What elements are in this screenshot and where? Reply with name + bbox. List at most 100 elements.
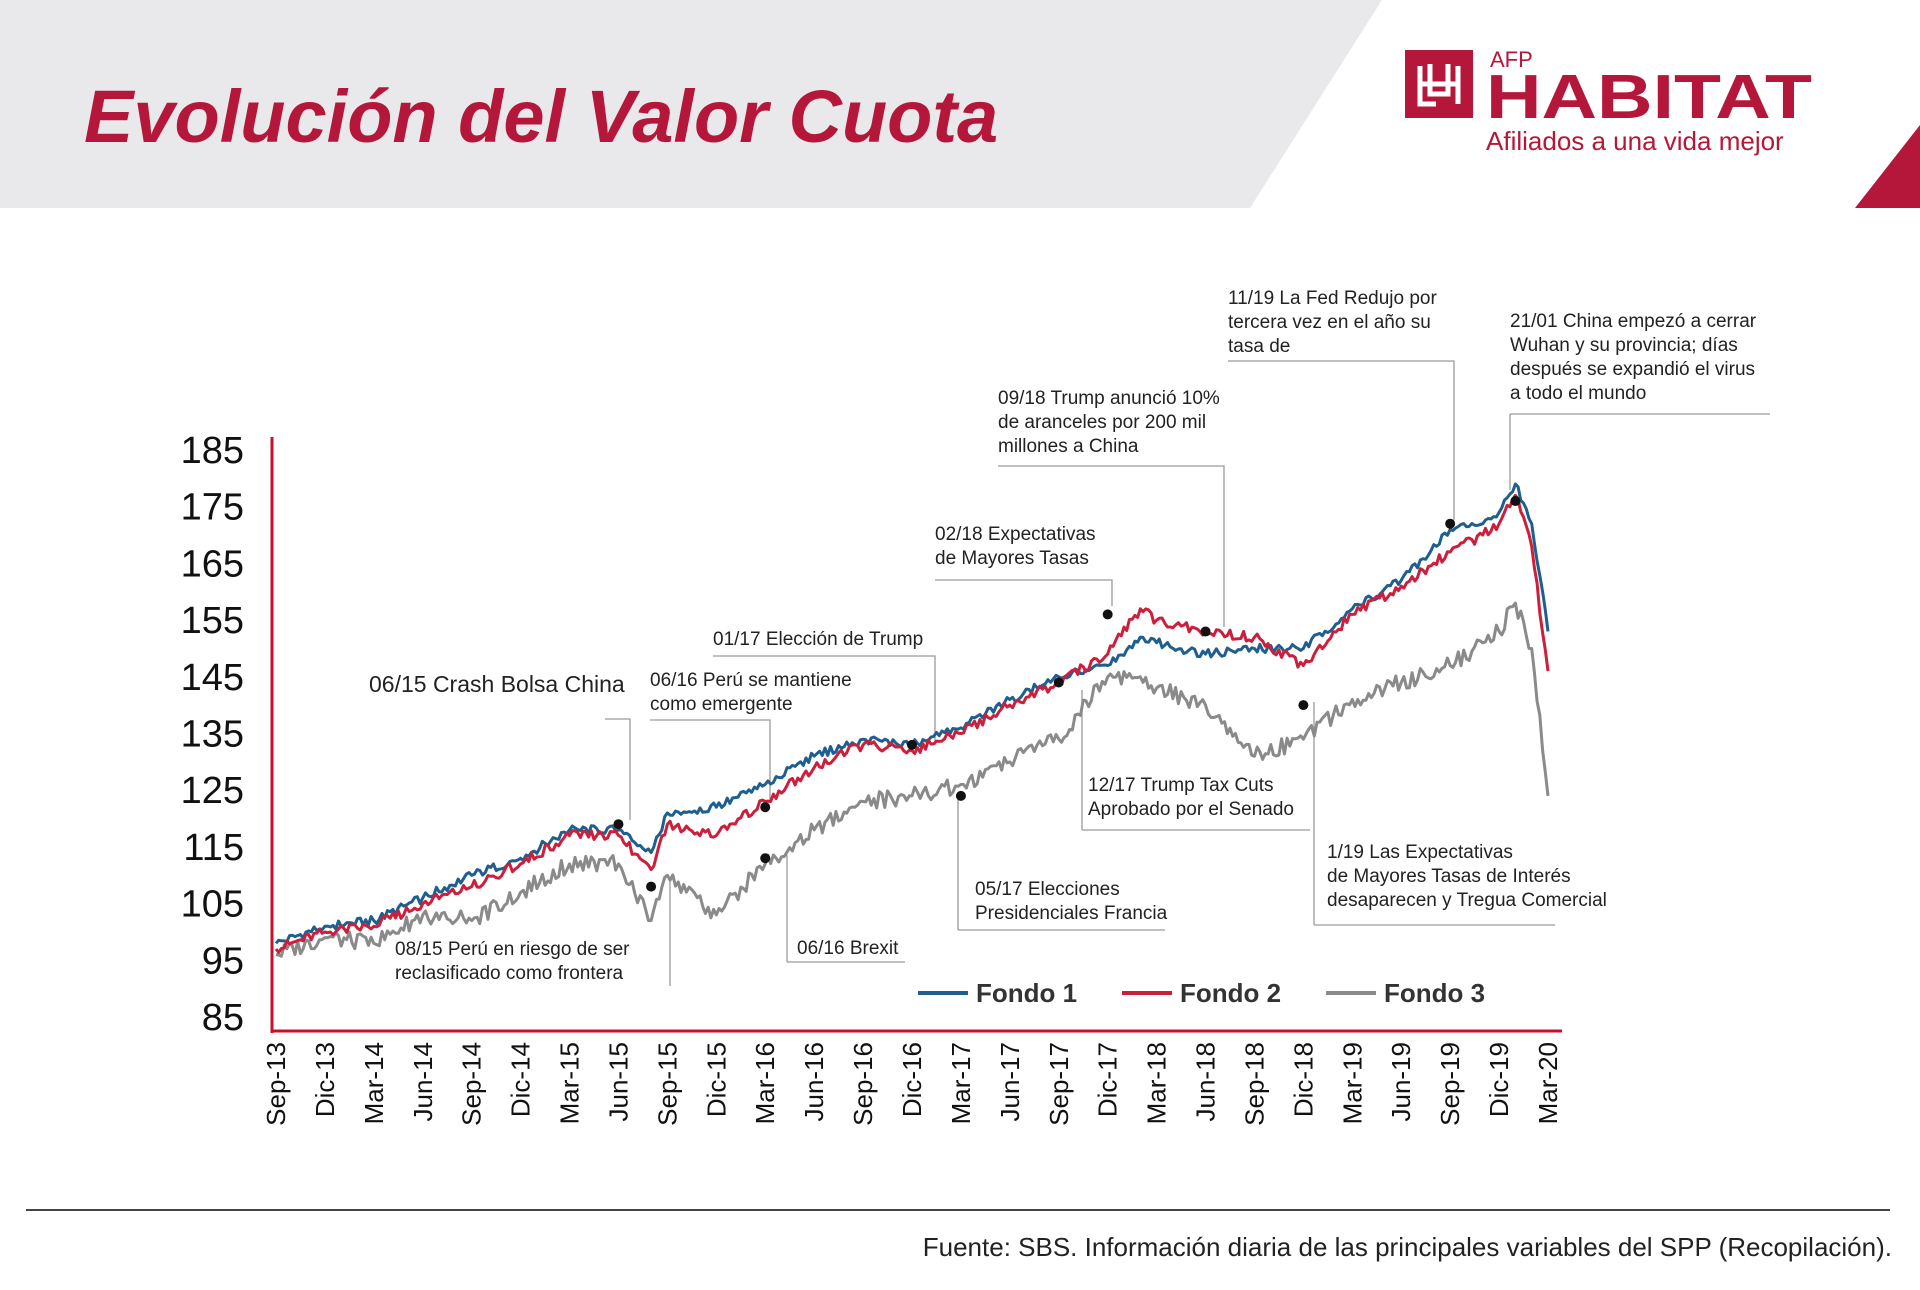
y-tick-label: 105 [181, 884, 244, 926]
x-tick-label: Mar-18 [1142, 1042, 1172, 1124]
annotation-text: 05/17 Elecciones [975, 879, 1120, 900]
x-tick-label: Sep-17 [1044, 1042, 1074, 1126]
annotation: 1/19 Las Expectativas de Mayores Tasas de… [1313, 702, 1607, 926]
annotation-text: a todo el mundo [1510, 383, 1646, 404]
annotation-text: reclasificado como frontera [395, 963, 624, 984]
y-tick-label: 145 [181, 657, 244, 699]
annotation-text: millones a China [998, 436, 1139, 457]
y-tick-label: 85 [202, 997, 244, 1039]
legend-label: Fondo 2 [1180, 978, 1281, 1008]
annotation-text: 06/15 Crash Bolsa China [369, 671, 625, 697]
header-band: Evolución del Valor Cuota AFP HABITAT Af… [0, 0, 1920, 208]
x-tick-label: Mar-16 [750, 1042, 780, 1124]
annotation: 12/17 Trump Tax Cuts Aprobado por el Sena… [1081, 690, 1310, 831]
annotation-text: 08/15 Perú en riesgo de ser [395, 939, 630, 960]
x-tick-label: Sep-16 [848, 1042, 878, 1126]
brand-logo: AFP HABITAT Afiliados a una vida mejor [1405, 47, 1812, 156]
y-tick-label: 175 [181, 487, 244, 529]
series-line-fondo-3 [275, 601, 1550, 958]
x-tick-label: Jun-14 [408, 1042, 438, 1122]
annotation-text: como emergente [650, 694, 793, 715]
x-tick-label: Sep-19 [1435, 1042, 1465, 1126]
annotation: 11/19 La Fed Redujo por tercera vez en el… [1228, 288, 1455, 520]
y-tick-label: 185 [181, 430, 244, 472]
annotation: 21/01 China empezó a cerrar Wuhan y su pr… [1509, 311, 1770, 490]
series-line-fondo-2 [274, 493, 1550, 954]
annotation-text: de Mayores Tasas [935, 548, 1089, 569]
annotation: 08/15 Perú en riesgo de ser reclasificado… [395, 880, 671, 986]
x-tick-label: Jun-15 [603, 1042, 633, 1122]
marker-layer [613, 496, 1521, 892]
event-marker [1298, 700, 1309, 711]
annotation: 02/18 Expectativas de Mayores Tasas [935, 524, 1113, 606]
x-tick-label: Jun-17 [995, 1042, 1025, 1122]
annotation-text: de Mayores Tasas de Interés [1327, 866, 1571, 887]
x-tick-label: Mar-14 [359, 1042, 389, 1124]
event-marker [1200, 626, 1211, 637]
annotation-text: Presidenciales Francia [975, 903, 1168, 924]
x-tick-label: Dic-18 [1288, 1042, 1318, 1117]
event-marker [760, 853, 771, 864]
brand-afp: AFP [1490, 47, 1533, 72]
annotation-leader [650, 719, 771, 800]
event-marker [1102, 609, 1113, 620]
annotation: 05/17 Elecciones Presidenciales Francia [957, 793, 1168, 931]
header-background [0, 0, 1382, 208]
annotation-text: desaparecen y Tregua Comercial [1327, 890, 1607, 911]
x-tick-label: Sep-15 [652, 1042, 682, 1126]
corner-accent [1855, 125, 1920, 208]
annotation-text: Aprobado por el Senado [1088, 799, 1294, 820]
axis-layer: 185 175 165 155 145 135 125 115 105 95 85 Sep-13 Dic… [181, 430, 1563, 1126]
x-tick-label: Jun-19 [1386, 1042, 1416, 1122]
y-tick-label: 125 [181, 770, 244, 812]
x-tick-label: Dic-14 [506, 1042, 536, 1117]
x-tick-label: Dic-17 [1093, 1042, 1123, 1117]
event-marker [760, 802, 771, 813]
x-tick-label: Mar-15 [555, 1042, 585, 1124]
event-marker [1053, 677, 1064, 688]
x-tick-label: Sep-18 [1239, 1042, 1269, 1126]
annotation-text: 21/01 China empezó a cerrar [1510, 311, 1757, 332]
annotation-text: 12/17 Trump Tax Cuts [1088, 775, 1274, 796]
legend-label: Fondo 3 [1384, 978, 1485, 1008]
x-tick-label: Jun-16 [799, 1042, 829, 1122]
annotation-text: 09/18 Trump anunció 10% [998, 388, 1220, 409]
event-marker [1510, 496, 1521, 507]
brand-tagline: Afiliados a una vida mejor [1486, 126, 1784, 156]
y-tick-label: 115 [183, 827, 244, 869]
annotation-text: 11/19 La Fed Redujo por [1228, 288, 1437, 309]
brand-name: HABITAT [1486, 63, 1812, 132]
x-tick-label: Mar-17 [946, 1042, 976, 1124]
x-tick-label: Dic-16 [897, 1042, 927, 1117]
x-tick-label: Dic-15 [701, 1042, 731, 1117]
annotation-text: 02/18 Expectativas [935, 524, 1096, 545]
annotation: 01/17 Elección de Trump [713, 629, 936, 745]
annotation-text: de aranceles por 200 mil [998, 412, 1206, 433]
footer-divider [26, 1209, 1890, 1211]
y-tick-label: 165 [181, 543, 244, 585]
x-tick-label: Sep-14 [457, 1042, 487, 1126]
x-tick-label: Jun-18 [1191, 1042, 1221, 1122]
source-note: Fuente: SBS. Información diaria de las p… [922, 1232, 1892, 1262]
event-marker [646, 881, 657, 892]
annotation-text: 01/17 Elección de Trump [713, 629, 923, 650]
x-tick-label: Dic-19 [1484, 1042, 1514, 1117]
annotation-layer: 06/15 Crash Bolsa China 08/15 Perú en rie… [369, 288, 1770, 986]
y-tick-label: 155 [181, 600, 244, 642]
legend: Fondo 1 Fondo 2 Fondo 3 [918, 978, 1485, 1008]
event-marker [1445, 518, 1456, 529]
annotation-leader [713, 655, 936, 745]
annotation-leader [935, 579, 1113, 606]
event-marker [955, 790, 966, 801]
annotation-text: tercera vez en el año su [1228, 312, 1431, 333]
x-tick-label: Sep-13 [261, 1042, 291, 1126]
legend-label: Fondo 1 [976, 978, 1077, 1008]
annotation: 09/18 Trump anunció 10% de aranceles por … [998, 388, 1225, 627]
annotation-text: después se expandió el virus [1510, 359, 1755, 380]
annotation-leader [998, 465, 1225, 627]
annotation-leader [605, 718, 631, 820]
event-marker [613, 819, 624, 830]
event-marker [907, 739, 917, 750]
